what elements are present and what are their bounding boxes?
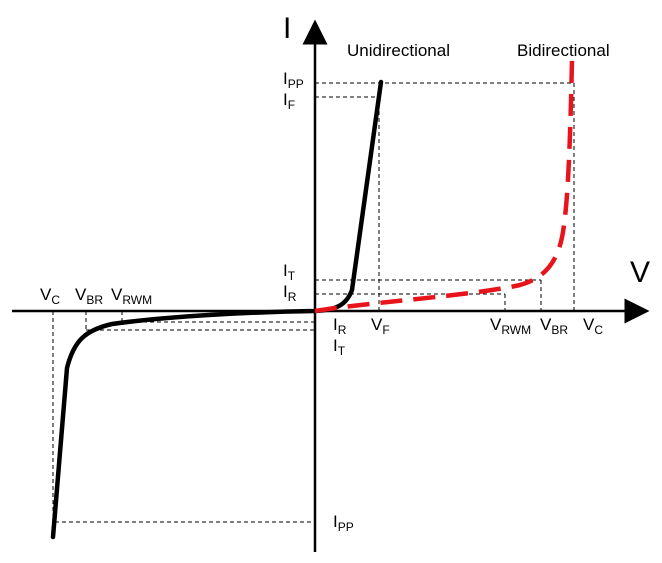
legend-bidirectional: Bidirectional	[517, 41, 610, 60]
label-vbr-left: VBR	[75, 285, 103, 307]
label-ipp-bottom: IPP	[333, 512, 354, 534]
label-vf: VF	[371, 315, 390, 337]
x-axis-label: V	[630, 256, 650, 289]
reference-lines	[52, 82, 575, 523]
label-if: IF	[283, 90, 295, 112]
label-it-bottom: IT	[333, 336, 346, 358]
legend-unidirectional: Unidirectional	[347, 41, 450, 60]
label-vc-left: VC	[40, 285, 60, 307]
label-vrwm-left: VRWM	[111, 285, 152, 307]
bidirectional-curve	[314, 59, 575, 314]
label-vrwm-right: VRWM	[490, 315, 531, 337]
label-ir-bottom: IR	[333, 315, 347, 337]
y-axis-label: I	[283, 12, 291, 45]
label-it-top: IT	[283, 261, 296, 283]
label-ipp-top: IPP	[283, 69, 304, 91]
label-vc-right: VC	[583, 315, 603, 337]
label-ir-top: IR	[283, 282, 297, 304]
label-vbr-right: VBR	[540, 315, 568, 337]
